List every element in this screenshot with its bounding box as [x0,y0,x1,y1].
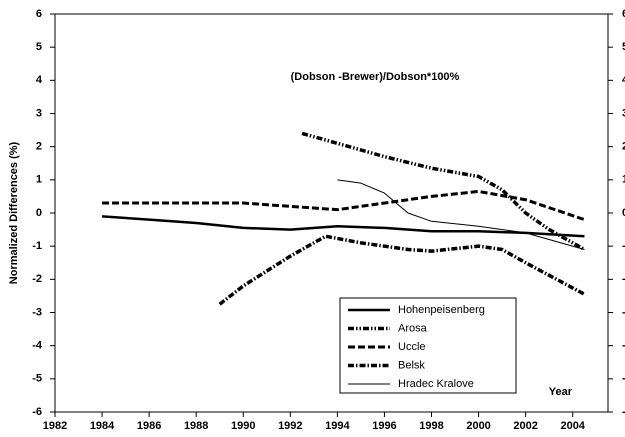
legend-label: Hohenpeisenberg [398,304,485,316]
series-line [301,131,586,252]
y2-tick-label: -4 [622,340,625,352]
y-tick-label: 6 [36,8,42,20]
y2-tick-label: 1 [622,174,625,186]
x-tick-label: 1984 [90,420,115,432]
x-tick-label: 1982 [43,420,67,432]
x-tick-label: 2000 [466,420,490,432]
y-tick-label: -3 [32,306,42,318]
series-line [337,179,585,250]
y-tick-label: 4 [36,74,43,86]
y2-tick-label: -3 [622,306,625,318]
y-tick-label: -6 [32,406,42,418]
series-line [101,215,585,238]
legend-label: Belsk [398,359,425,371]
y-tick-label: 5 [36,41,42,53]
y2-tick-label: 0 [622,207,625,219]
y2-tick-label: -1 [622,240,625,252]
y2-tick-label: -2 [622,273,625,285]
y2-tick-label: 6 [622,8,625,20]
y2-tick-label: 3 [622,107,625,119]
legend-label: Arosa [398,322,428,334]
y-tick-label: 1 [36,174,42,186]
x-axis-label: Year [549,386,573,398]
x-tick-label: 1986 [137,420,161,432]
x-tick-label: 1990 [231,420,255,432]
annotation: (Dobson -Brewer)/Dobson*100% [291,71,460,83]
y-tick-label: -2 [32,273,42,285]
x-tick-label: 1988 [184,420,208,432]
y2-tick-label: -5 [622,373,625,385]
y2-tick-label: 2 [622,141,625,153]
x-tick-label: 1998 [419,420,443,432]
x-tick-label: 2002 [513,420,537,432]
y-tick-label: 3 [36,107,42,119]
x-tick-label: 2004 [560,420,585,432]
series-line [218,234,586,306]
y-tick-label: -5 [32,373,42,385]
x-tick-label: 1996 [372,420,396,432]
y2-tick-label: 4 [622,74,625,86]
series-line [102,189,585,222]
legend-label: Hradec Kralove [398,378,474,390]
x-tick-label: 1994 [325,420,350,432]
y2-tick-label: -6 [622,406,625,418]
y-axis-label: Normalized Differences (%) [8,141,20,284]
y-tick-label: 0 [36,207,42,219]
y-tick-label: 2 [36,141,42,153]
legend-label: Uccle [398,341,426,353]
y-tick-label: -1 [32,240,42,252]
y2-tick-label: 5 [622,41,625,53]
x-tick-label: 1992 [278,420,302,432]
y-tick-label: -4 [32,340,43,352]
